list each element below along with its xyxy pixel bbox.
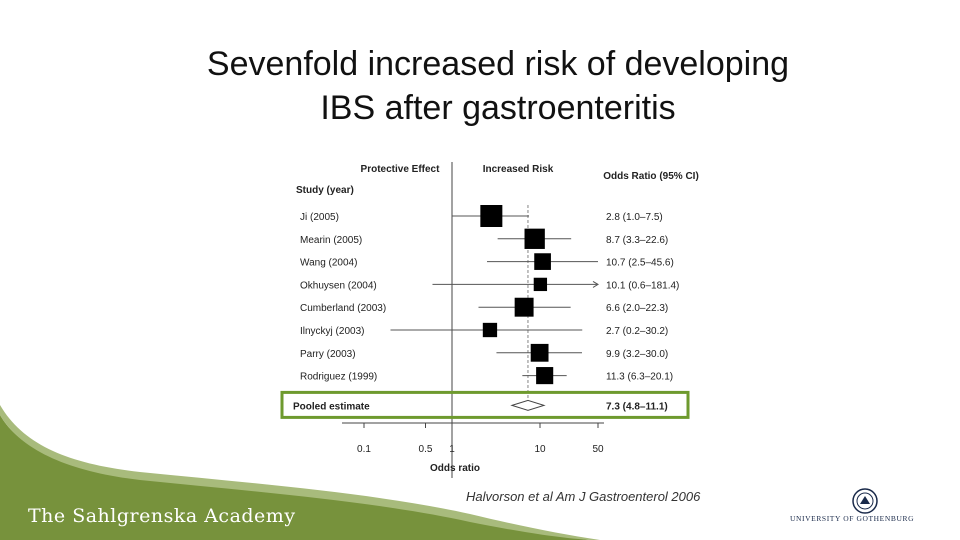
header-odds-ratio: Odds Ratio (95% CI) xyxy=(603,171,699,182)
point-estimate-square xyxy=(524,228,545,249)
pooled-highlight-box xyxy=(280,390,690,419)
header-increased-risk: Increased Risk xyxy=(483,164,554,175)
study-name: Cumberland (2003) xyxy=(300,303,386,314)
header-protective-effect: Protective Effect xyxy=(361,164,441,175)
point-estimate-square xyxy=(534,253,551,270)
study-name: Mearin (2005) xyxy=(300,235,362,246)
point-estimate-square xyxy=(536,367,554,385)
point-estimate-square xyxy=(533,277,548,292)
study-or-label: 9.9 (3.2–30.0) xyxy=(606,349,668,360)
study-or-label: 10.1 (0.6–181.4) xyxy=(606,280,679,291)
x-tick-label: 10 xyxy=(534,444,546,455)
study-or-label: 2.8 (1.0–7.5) xyxy=(606,212,663,223)
academy-logo-text: The Sahlgrenska Academy xyxy=(28,505,296,527)
study-name: Ji (2005) xyxy=(300,212,339,223)
pooled-diamond xyxy=(510,399,546,411)
study-or-label: 2.7 (0.2–30.2) xyxy=(606,326,668,337)
study-or-label: 10.7 (2.5–45.6) xyxy=(606,258,674,269)
citation-text: Halvorson et al Am J Gastroenterol 2006 xyxy=(466,489,701,504)
ci-arrow-icon xyxy=(592,280,599,288)
study-name: Rodriguez (1999) xyxy=(300,372,377,383)
x-axis-label: Odds ratio xyxy=(430,463,480,474)
point-estimate-square xyxy=(514,297,534,317)
university-logo-text: UNIVERSITY OF GOTHENBURG xyxy=(790,514,915,523)
x-tick-label: 1 xyxy=(449,444,455,455)
study-or-label: 11.3 (6.3–20.1) xyxy=(606,372,673,383)
title-line-1: Sevenfold increased risk of developing xyxy=(206,45,790,83)
study-name: Wang (2004) xyxy=(300,258,357,269)
point-estimate-square xyxy=(482,322,498,338)
study-name: Parry (2003) xyxy=(300,349,356,360)
point-estimate-square xyxy=(530,343,549,362)
study-or-label: 8.7 (3.3–22.6) xyxy=(606,235,668,246)
green-swoosh-light xyxy=(0,405,600,540)
x-tick-label: 0.1 xyxy=(357,444,371,455)
study-name: Ilnyckyj (2003) xyxy=(300,326,364,337)
slide-title: Sevenfold increased risk of developing I… xyxy=(0,42,960,130)
x-tick-label: 0.5 xyxy=(419,444,433,455)
point-estimate-square xyxy=(480,205,503,227)
study-or-label: 6.6 (2.0–22.3) xyxy=(606,303,668,314)
university-seal-icon xyxy=(852,488,878,514)
x-tick-label: 50 xyxy=(592,444,604,455)
plot-area: Protective Effect Increased Risk Odds Rati… xyxy=(280,162,699,478)
pooled-or-label: 7.3 (4.8–11.1) xyxy=(606,401,668,412)
study-name: Okhuysen (2004) xyxy=(300,280,377,291)
pooled-name: Pooled estimate xyxy=(293,401,370,412)
header-study-year: Study (year) xyxy=(296,185,354,196)
green-swoosh-shape xyxy=(0,415,590,540)
title-line-2: IBS after gastroenteritis xyxy=(320,89,676,127)
